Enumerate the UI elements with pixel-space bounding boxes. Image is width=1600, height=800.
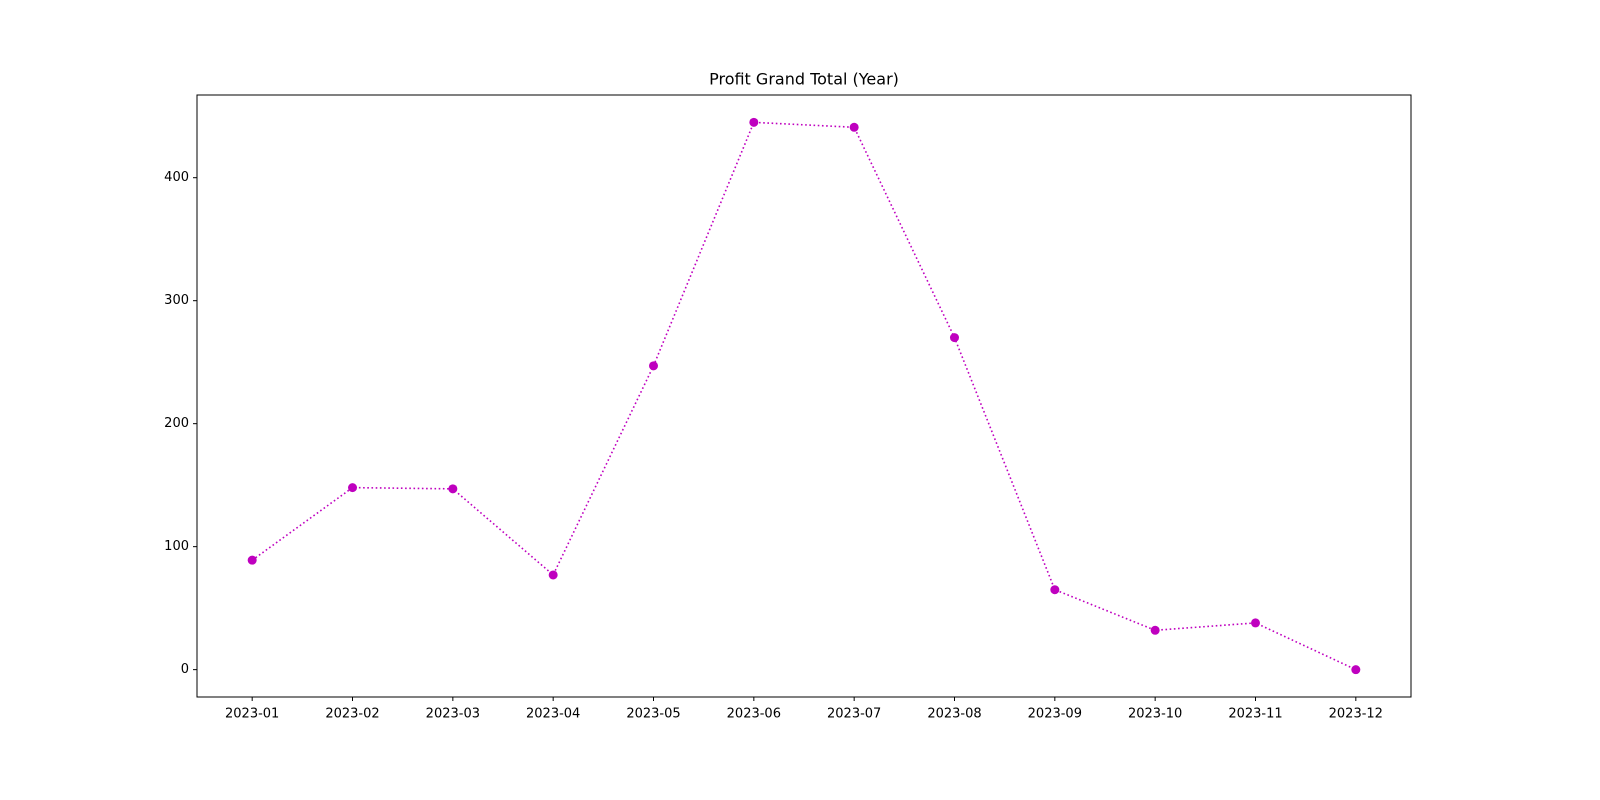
x-tick-label: 2023-10	[1128, 707, 1182, 722]
data-point	[548, 570, 558, 580]
y-tick-label: 200	[164, 416, 189, 431]
data-point	[849, 122, 859, 132]
y-tick-label: 400	[164, 170, 189, 185]
data-point	[949, 333, 959, 343]
x-tick-label: 2023-06	[727, 707, 781, 722]
data-point	[1250, 618, 1260, 628]
x-tick-label: 2023-03	[426, 707, 480, 722]
chart-title: Profit Grand Total (Year)	[709, 70, 899, 89]
data-point	[749, 117, 759, 127]
x-tick-label: 2023-02	[325, 707, 379, 722]
y-tick-label: 300	[164, 293, 189, 308]
x-tick-label: 2023-01	[225, 707, 279, 722]
data-point	[247, 555, 257, 565]
x-tick-label: 2023-09	[1028, 707, 1082, 722]
plot-area	[196, 94, 1412, 698]
x-tick-label: 2023-05	[626, 707, 680, 722]
x-tick-label: 2023-07	[827, 707, 881, 722]
x-tick-label: 2023-04	[526, 707, 580, 722]
data-point	[448, 484, 458, 494]
x-tick-label: 2023-08	[927, 707, 981, 722]
data-point	[1050, 585, 1060, 595]
data-point	[348, 483, 358, 493]
x-tick-label: 2023-11	[1228, 707, 1282, 722]
y-tick-label: 100	[164, 539, 189, 554]
x-tick-label: 2023-12	[1329, 707, 1383, 722]
data-point	[649, 361, 659, 371]
data-point	[1150, 625, 1160, 635]
data-point	[1351, 665, 1361, 675]
y-tick-label: 0	[181, 662, 189, 677]
